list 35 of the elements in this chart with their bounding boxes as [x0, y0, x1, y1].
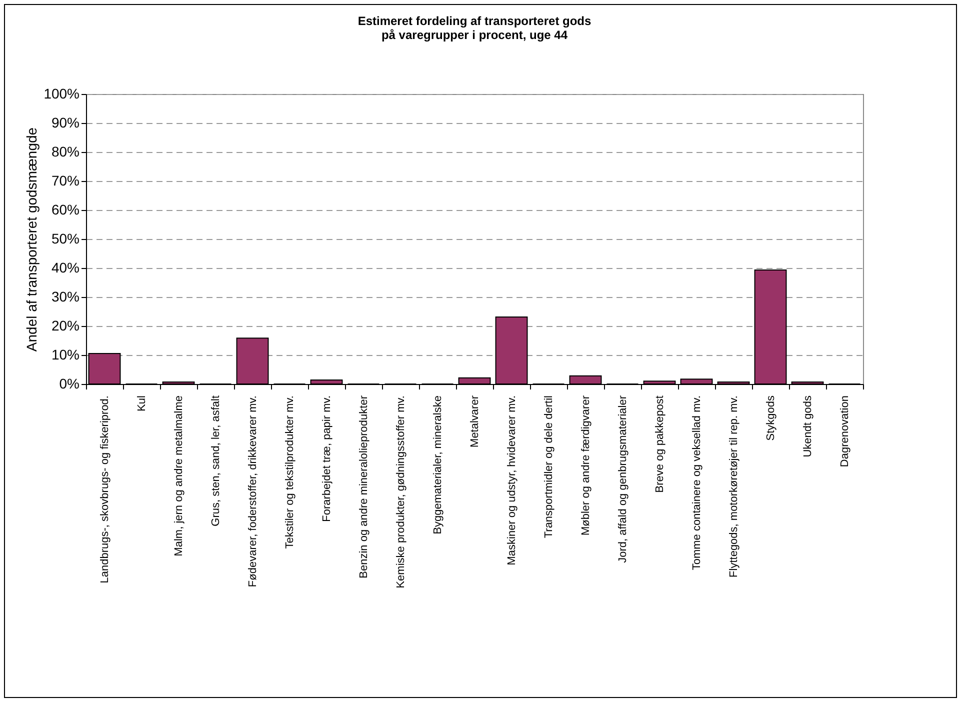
x-tick-label: Malm, jern og andre metalmalme: [173, 396, 185, 556]
y-tick-label: 60%: [51, 202, 80, 218]
x-tick-label: Stykgods: [765, 395, 777, 441]
y-tick-label: 100%: [44, 86, 80, 102]
x-tick-label: Transportmidler og dele dertil: [543, 396, 555, 538]
x-tick-label: Forarbejdet træ, papir mv.: [321, 396, 333, 522]
x-tick-label: Kemiske produkter, gødningsstoffer mv.: [395, 396, 407, 588]
y-tick-label: 50%: [51, 230, 80, 246]
x-tick-label: Benzin og andre mineralolieprodukter: [358, 395, 370, 578]
y-tick-label: 90%: [51, 114, 80, 130]
x-tick-label: Tomme containere og veksellad mv.: [691, 396, 703, 570]
x-tick-label: Tekstiler og tekstilprodukter mv.: [284, 396, 296, 549]
y-tick-label: 20%: [51, 318, 80, 334]
x-tick-label: Metalvarer: [469, 395, 481, 448]
x-tick-label: Kul: [136, 396, 148, 412]
x-tick-label: Maskiner og udstyr, hvidevarer mv.: [506, 396, 518, 566]
x-tick-label: Flyttegods, motorkøretøjer til rep. mv.: [728, 396, 740, 578]
x-tick-label: Møbler og andre færdigvarer: [580, 395, 592, 536]
x-tick-label: Byggematerialer, mineralske: [432, 396, 444, 534]
y-tick-label: 70%: [51, 172, 80, 188]
x-tick-label: Grus, sten, sand, ler, asfalt: [210, 396, 222, 526]
x-tick-label: Dagrenovation: [839, 396, 851, 468]
x-tick-label: Jord, affald og genbrugsmaterialer: [617, 395, 629, 563]
text: på varegrupper i procent, uge 44: [381, 28, 568, 42]
y-tick-label: 10%: [51, 346, 80, 362]
x-tick-label: Ukendt gods: [802, 395, 814, 458]
y-tick-label: 0%: [59, 376, 80, 392]
x-tick-label: Landbrugs-, skovbrugs- og fiskeriprod.: [99, 396, 111, 584]
x-tick-label: Fødevarer, foderstoffer, drikkevarer mv.: [247, 396, 259, 588]
y-axis-title: Andel af transporteret godsmængde: [24, 127, 40, 352]
y-tick-label: 40%: [51, 260, 80, 276]
y-tick-label: 30%: [51, 288, 80, 304]
y-tick-label: 80%: [51, 144, 80, 160]
x-tick-label: Breve og pakkepost: [654, 396, 666, 493]
text: Estimeret fordeling af transporteret gods: [358, 14, 592, 28]
